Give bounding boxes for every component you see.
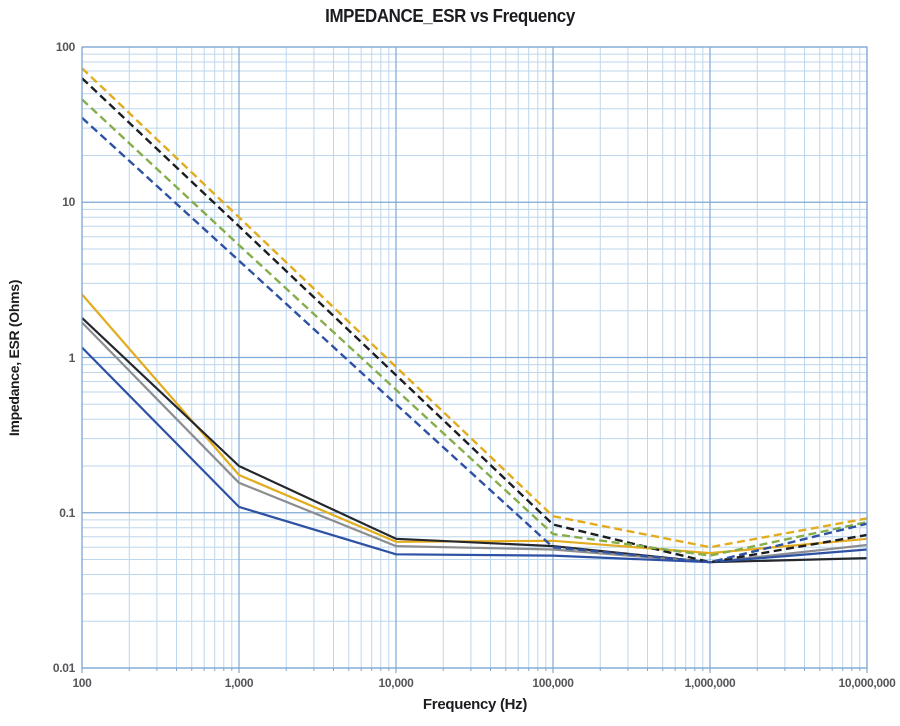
- plot-border: [81, 46, 868, 669]
- series-impedance-dashed-green: [81, 98, 868, 557]
- x-tick-label: 1,000,000: [684, 676, 736, 690]
- y-tick-label: 10: [62, 195, 75, 210]
- chart-title: IMPEDANCE_ESR vs Frequency: [325, 6, 575, 26]
- x-tick-label: 100: [72, 676, 92, 690]
- series-impedance-dashed-blue: [81, 116, 868, 564]
- x-tick-label: 10,000,000: [838, 676, 896, 690]
- x-tick-label: 100,000: [532, 676, 574, 690]
- y-tick-label: 100: [55, 40, 75, 54]
- y-tick-label: 1: [68, 350, 76, 365]
- x-axis-title: Frequency (Hz): [422, 696, 528, 713]
- series-esr-solid-gold: [81, 293, 868, 555]
- series-impedance-dashed-black: [81, 77, 868, 564]
- x-tick-label: 1,000: [224, 676, 254, 690]
- series-esr-solid-black: [81, 317, 868, 564]
- x-tick-label: 10,000: [378, 676, 414, 690]
- series-impedance-dashed-gold: [81, 67, 868, 549]
- series-esr-solid-blue: [81, 346, 868, 564]
- y-tick-label: 0.01: [52, 661, 75, 675]
- y-tick-label: 0.1: [59, 505, 75, 520]
- y-axis-title: Impedance, ESR (Ohms): [6, 279, 22, 437]
